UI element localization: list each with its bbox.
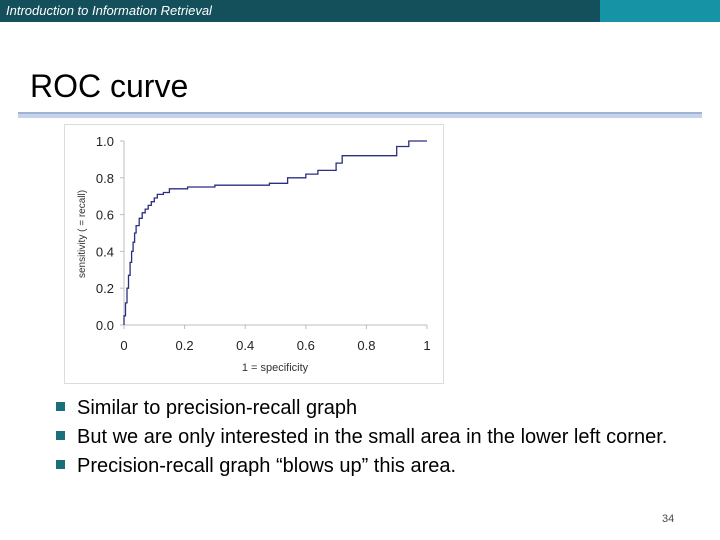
chart-ticks: 0 0.2 0.4 0.6 0.8 1 0.0 0.2 0.4 0.6 0.8 1.0 [96, 134, 431, 353]
y-axis-label: sensitivity ( = recall) [77, 190, 88, 278]
header-bar [0, 0, 720, 22]
bullet-marker [56, 431, 65, 440]
x-tick-label: 0.6 [297, 338, 315, 353]
y-tick-label: 0.2 [96, 281, 114, 296]
header-accent [600, 0, 720, 22]
bullet-text: Precision-recall graph “blows up” this a… [77, 455, 457, 477]
slide-title: ROC curve [30, 68, 189, 104]
x-tick-label: 0.4 [236, 338, 254, 353]
x-tick-label: 0.8 [357, 338, 375, 353]
y-tick-label: 0.8 [96, 171, 114, 186]
chart-axes [123, 141, 427, 326]
title-divider [18, 112, 702, 118]
bullet-list: Similar to precision-recall graph But we… [56, 394, 696, 481]
roc-chart-svg: 0 0.2 0.4 0.6 0.8 1 0.0 0.2 0.4 0.6 0.8 1.0 1 = spe… [77, 134, 431, 374]
bullet-marker [56, 402, 65, 411]
roc-chart: 0 0.2 0.4 0.6 0.8 1 0.0 0.2 0.4 0.6 0.8 1.0 1 = spe… [64, 124, 444, 384]
bullet-item: But we are only interested in the small … [56, 423, 696, 452]
bullet-text: But we are only interested in the small … [77, 426, 668, 448]
y-tick-label: 1.0 [96, 134, 114, 149]
bullet-text: Similar to precision-recall graph [77, 397, 358, 419]
y-tick-label: 0.4 [96, 244, 114, 259]
y-tick-label: 0.6 [96, 208, 114, 223]
x-axis-label: 1 = specificity [242, 362, 309, 374]
roc-curve-line [123, 140, 427, 325]
bullet-item: Precision-recall graph “blows up” this a… [56, 452, 696, 481]
x-tick-label: 0 [120, 338, 127, 353]
y-tick-label: 0.0 [96, 318, 114, 333]
bullet-item: Similar to precision-recall graph [56, 394, 696, 423]
chart-series [123, 140, 427, 325]
bullet-marker [56, 460, 65, 469]
x-tick-label: 0.2 [176, 338, 194, 353]
x-tick-label: 1 [423, 338, 430, 353]
page-number: 34 [662, 513, 675, 525]
course-title: Introduction to Information Retrieval [6, 3, 212, 18]
